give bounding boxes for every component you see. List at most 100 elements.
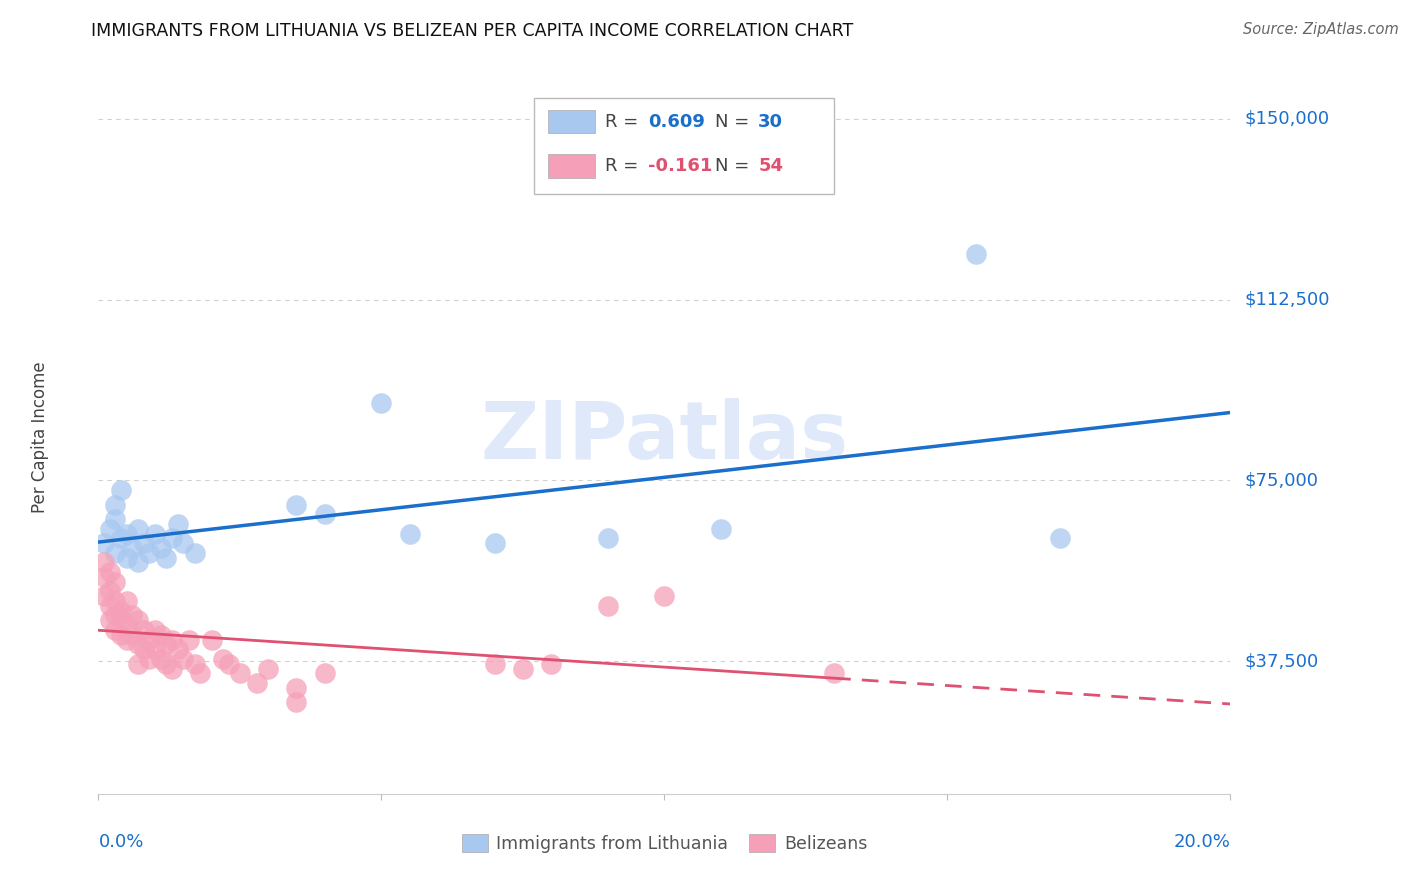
Point xyxy=(127,556,149,570)
Point xyxy=(127,657,149,671)
Point xyxy=(132,536,155,550)
Text: ZIPatlas: ZIPatlas xyxy=(481,398,848,476)
Point xyxy=(314,666,336,681)
Point xyxy=(138,546,160,560)
Point xyxy=(370,396,392,410)
Point xyxy=(132,642,155,657)
Point xyxy=(201,632,224,647)
Text: Source: ZipAtlas.com: Source: ZipAtlas.com xyxy=(1243,22,1399,37)
Text: R =: R = xyxy=(606,157,644,175)
Text: N =: N = xyxy=(716,112,755,130)
Point xyxy=(104,594,127,608)
Point xyxy=(155,657,177,671)
Point xyxy=(98,584,121,599)
Point xyxy=(127,613,149,627)
Point xyxy=(596,532,619,546)
Text: IMMIGRANTS FROM LITHUANIA VS BELIZEAN PER CAPITA INCOME CORRELATION CHART: IMMIGRANTS FROM LITHUANIA VS BELIZEAN PE… xyxy=(91,22,853,40)
Point xyxy=(229,666,252,681)
Point xyxy=(512,661,534,675)
Text: Per Capita Income: Per Capita Income xyxy=(31,361,49,513)
Point xyxy=(110,604,132,618)
Point xyxy=(115,526,138,541)
Point xyxy=(149,541,172,555)
Point xyxy=(596,599,619,613)
Point xyxy=(160,632,183,647)
Point xyxy=(104,498,127,512)
Point xyxy=(398,526,420,541)
Point xyxy=(166,642,188,657)
Point xyxy=(121,628,143,642)
Point xyxy=(104,623,127,637)
Point xyxy=(155,550,177,565)
FancyBboxPatch shape xyxy=(548,110,595,134)
Point xyxy=(104,608,127,623)
Point xyxy=(98,565,121,579)
Point xyxy=(110,483,132,497)
Point xyxy=(166,516,188,531)
FancyBboxPatch shape xyxy=(548,154,595,178)
Point xyxy=(257,661,280,675)
Point xyxy=(188,666,211,681)
Legend: Immigrants from Lithuania, Belizeans: Immigrants from Lithuania, Belizeans xyxy=(454,828,875,860)
Point xyxy=(115,594,138,608)
Point xyxy=(138,652,160,666)
Text: 20.0%: 20.0% xyxy=(1174,833,1230,851)
Point xyxy=(104,546,127,560)
Point xyxy=(183,657,205,671)
Text: $37,500: $37,500 xyxy=(1244,652,1319,670)
Text: 0.0%: 0.0% xyxy=(98,833,143,851)
Point xyxy=(314,507,336,521)
Point xyxy=(98,613,121,627)
Point xyxy=(218,657,240,671)
Point xyxy=(143,623,166,637)
Point xyxy=(285,681,308,695)
Point xyxy=(285,498,308,512)
Point xyxy=(93,556,115,570)
Point xyxy=(652,589,676,603)
Point xyxy=(172,652,194,666)
Point xyxy=(212,652,235,666)
FancyBboxPatch shape xyxy=(534,98,834,194)
Point xyxy=(177,632,200,647)
Point xyxy=(98,522,121,536)
Point xyxy=(98,599,121,613)
Point xyxy=(160,661,183,675)
Text: $75,000: $75,000 xyxy=(1244,472,1319,490)
Point xyxy=(285,695,308,709)
Point xyxy=(823,666,845,681)
Text: $112,500: $112,500 xyxy=(1244,291,1330,309)
Point xyxy=(149,652,172,666)
Text: $150,000: $150,000 xyxy=(1244,110,1329,128)
Point xyxy=(1049,532,1071,546)
Point xyxy=(93,536,115,550)
Text: -0.161: -0.161 xyxy=(648,157,713,175)
Point xyxy=(484,657,506,671)
Point xyxy=(710,522,733,536)
Point xyxy=(121,541,143,555)
Point xyxy=(93,570,115,584)
Point xyxy=(965,247,987,261)
Point xyxy=(104,512,127,526)
Point xyxy=(246,676,269,690)
Point xyxy=(183,546,205,560)
Point xyxy=(115,632,138,647)
Point xyxy=(121,608,143,623)
Point xyxy=(149,628,172,642)
Point xyxy=(115,550,138,565)
Text: 30: 30 xyxy=(758,112,783,130)
Point xyxy=(110,613,132,627)
Point xyxy=(132,623,155,637)
Point xyxy=(104,574,127,589)
Point xyxy=(172,536,194,550)
Text: 0.609: 0.609 xyxy=(648,112,706,130)
Point xyxy=(138,632,160,647)
Point xyxy=(160,532,183,546)
Point xyxy=(127,522,149,536)
Point xyxy=(155,637,177,651)
Point xyxy=(110,532,132,546)
Text: 54: 54 xyxy=(758,157,783,175)
Point xyxy=(484,536,506,550)
Point xyxy=(540,657,562,671)
Point xyxy=(93,589,115,603)
Point xyxy=(127,637,149,651)
